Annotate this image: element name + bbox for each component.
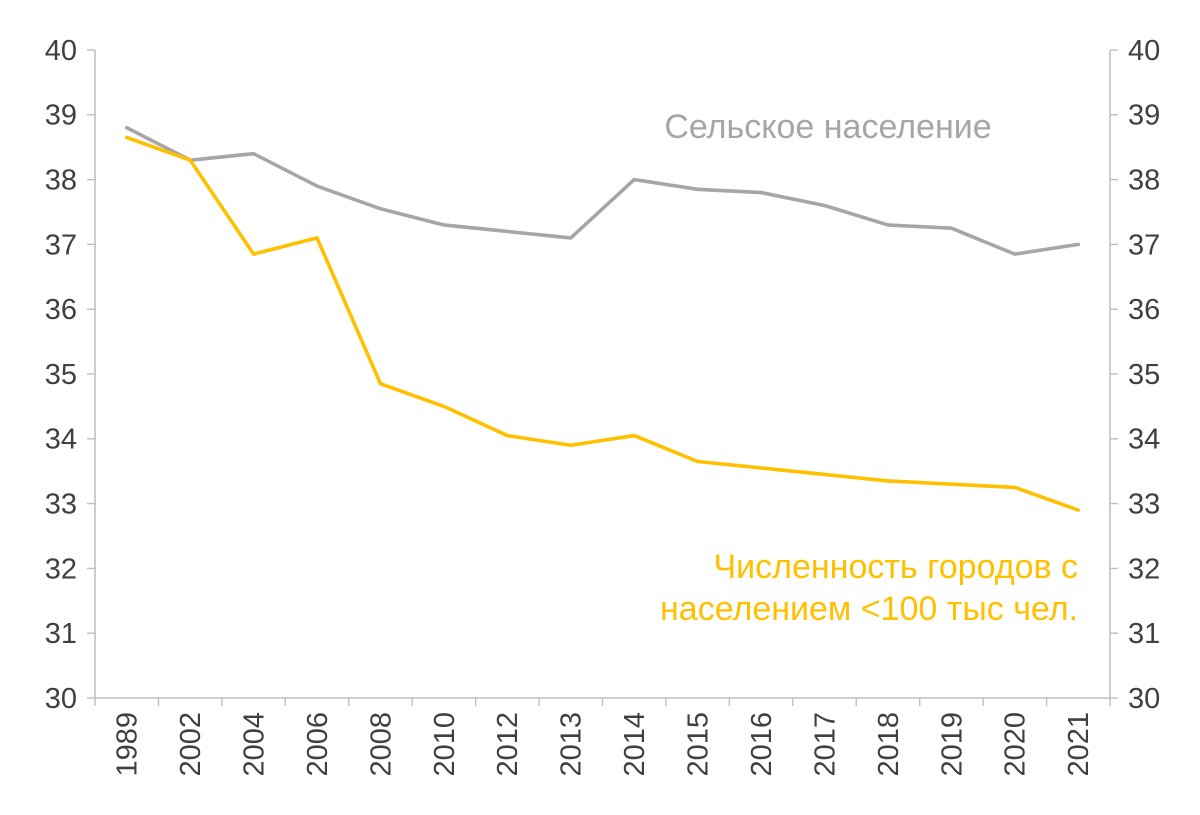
y-tick-label-right: 30 — [1128, 683, 1160, 715]
x-tick-label: 2010 — [429, 712, 461, 777]
y-tick-label-right: 40 — [1128, 35, 1160, 67]
y-tick-label-right: 35 — [1128, 359, 1160, 391]
y-tick-label-right: 39 — [1128, 100, 1160, 132]
annotation-small-cities: Численность городов с населением <100 ты… — [660, 546, 1078, 630]
y-tick-label-left: 32 — [45, 553, 77, 585]
y-tick-label-left: 36 — [45, 294, 77, 326]
y-tick-label-right: 36 — [1128, 294, 1160, 326]
y-tick-label-right: 33 — [1128, 488, 1160, 520]
annotation-small-cities-line1: Численность городов с — [713, 548, 1079, 586]
x-tick-label: 2002 — [175, 712, 207, 777]
y-tick-label-right: 37 — [1128, 229, 1160, 261]
x-tick-label: 1989 — [112, 712, 144, 777]
x-tick-label: 2014 — [619, 712, 651, 777]
annotation-small-cities-line2: населением <100 тыс чел. — [660, 590, 1078, 628]
x-tick-label: 2015 — [683, 712, 715, 777]
y-tick-label-left: 30 — [45, 683, 77, 715]
x-tick-label: 2013 — [556, 712, 588, 777]
y-tick-label-left: 39 — [45, 100, 77, 132]
y-tick-label-left: 35 — [45, 359, 77, 391]
x-tick-label: 2008 — [365, 712, 397, 777]
y-tick-label-left: 31 — [45, 618, 77, 650]
y-tick-label-right: 34 — [1128, 424, 1160, 456]
x-tick-label: 2021 — [1063, 712, 1095, 777]
x-tick-label: 2019 — [936, 712, 968, 777]
annotation-rural-population: Сельское население — [664, 106, 991, 148]
series-line-rural-population — [124, 125, 1081, 256]
y-tick-label-left: 34 — [45, 424, 77, 456]
annotation-rural-population-text: Сельское население — [664, 108, 992, 146]
x-tick-label: 2018 — [873, 712, 905, 777]
y-tick-label-right: 31 — [1128, 618, 1160, 650]
y-tick-label-left: 40 — [45, 35, 77, 67]
x-tick-label: 2020 — [1000, 712, 1032, 777]
y-tick-label-left: 37 — [45, 229, 77, 261]
y-tick-label-left: 33 — [45, 488, 77, 520]
x-tick-label: 2012 — [492, 712, 524, 777]
y-tick-label-right: 32 — [1128, 553, 1160, 585]
x-tick-label: 2004 — [238, 712, 270, 777]
y-tick-label-right: 38 — [1128, 164, 1160, 196]
series-line-small-cities — [124, 135, 1081, 512]
x-tick-label: 2006 — [302, 712, 334, 777]
x-tick-label: 2016 — [746, 712, 778, 777]
y-tick-label-left: 38 — [45, 164, 77, 196]
x-tick-label: 2017 — [809, 712, 841, 777]
